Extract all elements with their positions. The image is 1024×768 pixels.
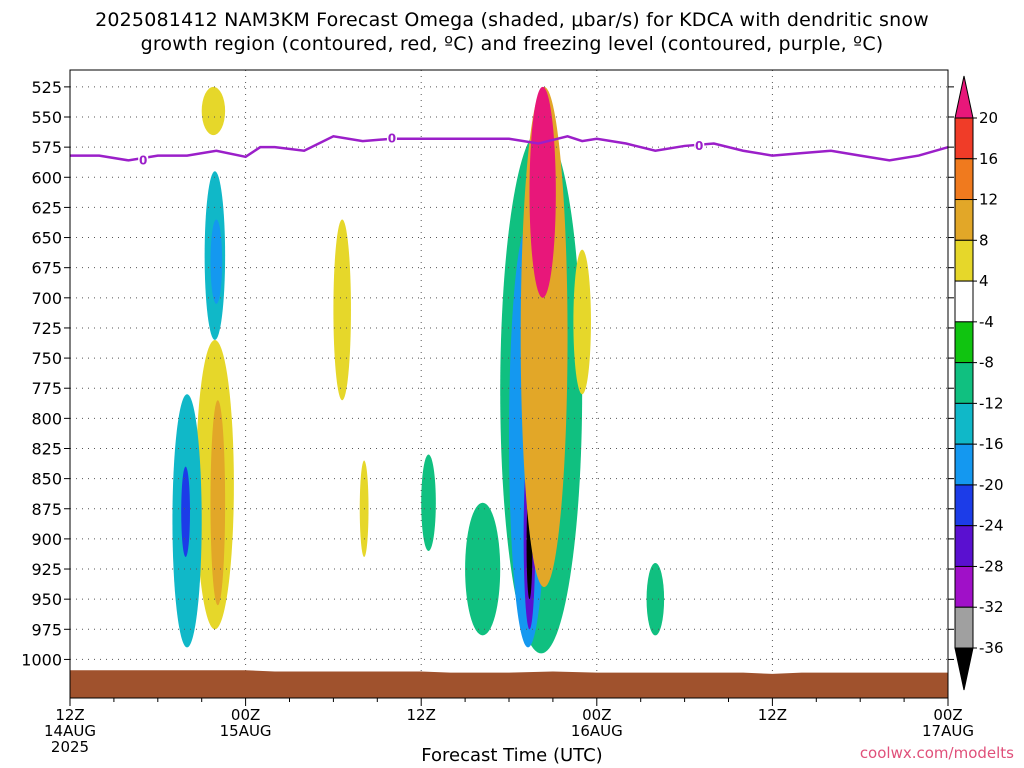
x-tick-date-5: 17AUG [922,722,974,740]
y-tick-label-0: 525 [31,78,62,97]
freezing-level-layer: 0 0 0 [70,130,949,167]
y-tick-label-5: 650 [31,229,62,248]
omega-region-7 [333,219,351,401]
omega-region-18 [646,562,665,636]
colorbar: 20 16 12 8 4 -4 -8 -12 -16 -20 -24 -28 -32 -36 [954,75,1004,691]
y-tick-label-17: 950 [31,590,62,609]
colorbar-label-4: 4 [979,272,989,290]
grid-layer [69,70,949,698]
colorbar-label-6: -8 [979,354,994,372]
colorbar-swatch-7 [954,362,974,404]
colorbar-label-1: 16 [979,150,998,168]
x-tick-year-0: 2025 [51,738,89,756]
colorbar-swatch-6 [954,321,974,364]
omega-shading-layer [172,86,665,654]
freezing-label-bg-0 [138,152,149,167]
omega-region-4 [210,400,226,606]
x-tick-label-1: 00Z [231,706,260,724]
colorbar-swatch-10 [954,484,974,527]
x-tick-date-1: 15AUG [220,722,272,740]
y-tick-label-1: 550 [31,108,62,127]
omega-region-0 [201,86,226,136]
freezing-level-label-0: 0 [139,153,147,167]
colorbar-swatch-1 [954,117,974,160]
terrain-layer [70,670,948,698]
freezing-label-bg-1 [386,130,397,145]
omega-region-16 [529,86,556,298]
omega-region-9 [421,454,436,551]
colorbar-swatch-2 [954,158,974,201]
colorbar-label-12: -32 [979,598,1004,616]
y-tick-label-13: 850 [31,470,62,489]
x-tick-label-2: 12Z [407,706,436,724]
chart-title-line-2: growth region (contoured, red, ºC) and f… [140,33,884,55]
y-tick-label-8: 725 [31,319,62,338]
y-tick-label-11: 800 [31,409,62,428]
colorbar-top-arrow [954,75,974,119]
terrain-fill [70,670,948,698]
colorbar-label-7: -12 [979,394,1004,412]
y-tick-label-14: 875 [31,500,62,519]
colorbar-label-11: -28 [979,557,1004,575]
colorbar-label-2: 12 [979,191,998,209]
y-tick-label-7: 700 [31,289,62,308]
freezing-level-line [70,134,949,162]
y-tick-label-16: 925 [31,560,62,579]
colorbar-swatch-13 [954,606,974,649]
colorbar-label-9: -20 [979,476,1004,494]
y-tick-label-3: 600 [31,168,62,187]
freezing-label-bg-2 [694,137,705,152]
colorbar-label-13: -36 [979,639,1004,657]
colorbar-swatch-4 [954,239,974,282]
freezing-level-label-1: 0 [388,132,396,146]
freezing-level-label-2: 0 [695,139,703,153]
x-tick-label-3: 00Z [582,706,611,724]
colorbar-swatch-8 [954,402,974,445]
colorbar-swatch-3 [954,199,974,241]
y-tick-label-12: 825 [31,439,62,458]
y-tick-label-15: 900 [31,530,62,549]
colorbar-label-8: -16 [979,435,1004,453]
colorbar-swatch-5 [954,280,974,323]
omega-region-10 [465,502,501,636]
y-tick-label-9: 750 [31,349,62,368]
y-tick-label-6: 675 [31,259,62,278]
omega-region-6 [181,466,190,557]
x-tick-date-3: 16AUG [571,722,623,740]
y-tick-label-4: 625 [31,198,62,217]
y-tick-label-18: 975 [31,620,62,639]
colorbar-label-5: -4 [979,313,994,331]
y-tick-label-19: 1000 [21,650,62,669]
colorbar-swatch-9 [954,443,974,486]
colorbar-label-10: -24 [979,517,1004,535]
colorbar-bottom-arrow [954,647,974,691]
x-tick-label-5: 00Z [933,706,962,724]
colorbar-swatch-12 [954,565,974,608]
omega-region-2 [210,219,223,304]
y-tick-label-2: 575 [31,138,62,157]
colorbar-label-3: 8 [979,231,989,249]
source-credit: coolwx.com/modelts [859,744,1014,762]
colorbar-swatch-11 [954,525,974,567]
x-tick-label-0: 12Z [55,706,84,724]
colorbar-label-0: 20 [979,109,998,127]
x-axis-label: Forecast Time (UTC) [421,745,603,766]
y-tick-label-10: 775 [31,379,62,398]
axes-layer: 525 550 575 600 625 650 675 700 725 750 775 800 825 8… [21,69,974,756]
omega-region-17 [573,249,591,395]
chart-title-line-1: 2025081412 NAM3KM Forecast Omega (shaded… [95,9,929,31]
x-tick-date-0: 14AUG [44,722,96,740]
x-tick-label-4: 12Z [758,706,787,724]
